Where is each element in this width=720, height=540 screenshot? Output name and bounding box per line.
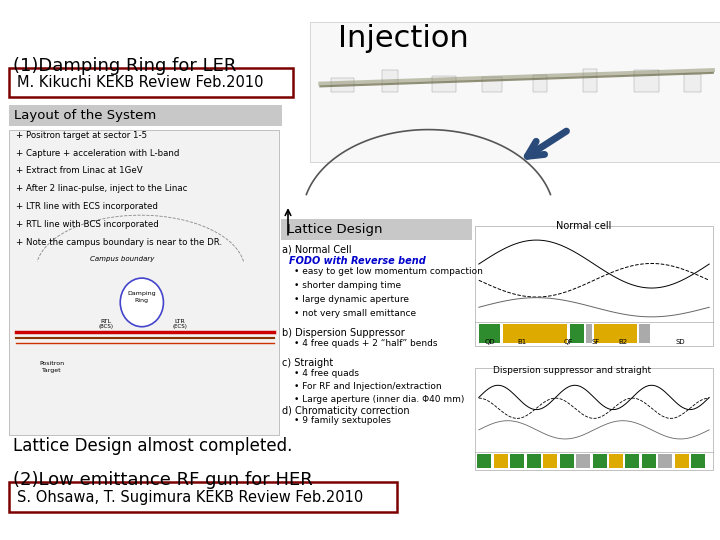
Text: Lattice Design almost completed.: Lattice Design almost completed. bbox=[13, 437, 292, 455]
Text: SF: SF bbox=[592, 339, 600, 345]
FancyBboxPatch shape bbox=[675, 454, 689, 468]
Text: • 4 free quads + 2 “half” bends: • 4 free quads + 2 “half” bends bbox=[294, 339, 437, 348]
Text: + Positron target at sector 1-5: + Positron target at sector 1-5 bbox=[16, 131, 147, 140]
Text: + Capture + acceleration with L-band: + Capture + acceleration with L-band bbox=[16, 148, 179, 158]
Text: SD: SD bbox=[675, 339, 685, 345]
Text: (2)Low emittance RF gun for HER: (2)Low emittance RF gun for HER bbox=[13, 471, 312, 489]
Text: • 4 free quads: • 4 free quads bbox=[294, 369, 359, 378]
Text: d) Chromaticity correction: d) Chromaticity correction bbox=[282, 406, 410, 416]
FancyBboxPatch shape bbox=[642, 454, 656, 468]
Text: LTR: LTR bbox=[175, 319, 185, 324]
FancyBboxPatch shape bbox=[9, 105, 282, 126]
Text: Dispersion suppressor and straight: Dispersion suppressor and straight bbox=[493, 366, 652, 375]
FancyBboxPatch shape bbox=[382, 68, 395, 92]
FancyBboxPatch shape bbox=[626, 454, 639, 468]
FancyBboxPatch shape bbox=[583, 72, 602, 92]
FancyBboxPatch shape bbox=[691, 454, 706, 468]
FancyBboxPatch shape bbox=[9, 68, 293, 97]
FancyBboxPatch shape bbox=[543, 454, 557, 468]
FancyBboxPatch shape bbox=[494, 454, 508, 468]
Text: Target: Target bbox=[42, 368, 62, 373]
Text: FODO with Reverse bend: FODO with Reverse bend bbox=[289, 256, 426, 267]
Text: • not very small emittance: • not very small emittance bbox=[294, 309, 416, 319]
Text: Positron: Positron bbox=[40, 361, 64, 367]
FancyBboxPatch shape bbox=[586, 325, 592, 343]
FancyBboxPatch shape bbox=[609, 454, 623, 468]
Text: RTL: RTL bbox=[100, 319, 112, 324]
FancyBboxPatch shape bbox=[527, 454, 541, 468]
FancyBboxPatch shape bbox=[432, 73, 455, 92]
Text: • shorter damping time: • shorter damping time bbox=[294, 281, 401, 291]
Text: + Note the campus boundary is near to the DR.: + Note the campus boundary is near to th… bbox=[16, 238, 222, 247]
FancyBboxPatch shape bbox=[510, 454, 524, 468]
FancyBboxPatch shape bbox=[684, 76, 704, 92]
Text: • For RF and Injection/extraction: • For RF and Injection/extraction bbox=[294, 382, 441, 391]
FancyBboxPatch shape bbox=[310, 22, 720, 162]
Text: + Extract from Linac at 1GeV: + Extract from Linac at 1GeV bbox=[16, 166, 143, 176]
FancyBboxPatch shape bbox=[9, 130, 279, 435]
FancyBboxPatch shape bbox=[475, 368, 713, 470]
FancyBboxPatch shape bbox=[593, 454, 606, 468]
FancyBboxPatch shape bbox=[9, 482, 397, 512]
Text: c) Straight: c) Straight bbox=[282, 358, 333, 368]
FancyBboxPatch shape bbox=[533, 70, 549, 92]
Text: (BCS): (BCS) bbox=[99, 324, 113, 329]
Text: Layout of the System: Layout of the System bbox=[14, 109, 157, 122]
FancyBboxPatch shape bbox=[475, 226, 713, 346]
FancyBboxPatch shape bbox=[570, 325, 584, 343]
Text: Normal cell: Normal cell bbox=[556, 221, 611, 232]
Text: B1: B1 bbox=[518, 339, 526, 345]
FancyBboxPatch shape bbox=[482, 68, 505, 92]
FancyBboxPatch shape bbox=[576, 454, 590, 468]
FancyBboxPatch shape bbox=[281, 219, 472, 240]
Text: b) Dispersion Suppressor: b) Dispersion Suppressor bbox=[282, 328, 405, 338]
Text: (1)Damping Ring for LER: (1)Damping Ring for LER bbox=[13, 57, 236, 75]
FancyBboxPatch shape bbox=[594, 325, 637, 343]
Ellipse shape bbox=[120, 278, 163, 327]
Text: + After 2 linac-pulse, inject to the Linac: + After 2 linac-pulse, inject to the Lin… bbox=[16, 184, 187, 193]
FancyBboxPatch shape bbox=[477, 454, 491, 468]
Text: QD: QD bbox=[485, 339, 495, 345]
Text: Injection: Injection bbox=[338, 24, 469, 53]
FancyBboxPatch shape bbox=[639, 325, 650, 343]
Text: a) Normal Cell: a) Normal Cell bbox=[282, 245, 352, 255]
Text: • Large aperture (inner dia. Φ40 mm): • Large aperture (inner dia. Φ40 mm) bbox=[294, 395, 464, 404]
FancyBboxPatch shape bbox=[634, 76, 657, 92]
Text: + RTL line with BCS incorporated: + RTL line with BCS incorporated bbox=[16, 220, 158, 229]
Text: • 9 family sextupoles: • 9 family sextupoles bbox=[294, 416, 391, 425]
FancyBboxPatch shape bbox=[559, 454, 574, 468]
FancyBboxPatch shape bbox=[331, 73, 348, 92]
Text: B2: B2 bbox=[618, 339, 627, 345]
Text: S. Ohsawa, T. Sugimura KEKB Review Feb.2010: S. Ohsawa, T. Sugimura KEKB Review Feb.2… bbox=[17, 490, 364, 504]
FancyBboxPatch shape bbox=[503, 325, 567, 343]
Text: Lattice Design: Lattice Design bbox=[287, 223, 382, 236]
FancyBboxPatch shape bbox=[479, 325, 500, 343]
FancyBboxPatch shape bbox=[658, 454, 672, 468]
Text: • large dynamic aperture: • large dynamic aperture bbox=[294, 295, 409, 305]
Text: • easy to get low momentum compaction: • easy to get low momentum compaction bbox=[294, 267, 482, 276]
Text: + LTR line with ECS incorporated: + LTR line with ECS incorporated bbox=[16, 202, 158, 211]
Text: M. Kikuchi KEKB Review Feb.2010: M. Kikuchi KEKB Review Feb.2010 bbox=[17, 75, 264, 90]
Text: Ring: Ring bbox=[135, 298, 149, 303]
Text: QF: QF bbox=[564, 339, 574, 345]
Text: (ECS): (ECS) bbox=[173, 324, 187, 329]
Text: Campus boundary: Campus boundary bbox=[90, 256, 155, 262]
Text: Damping: Damping bbox=[127, 291, 156, 296]
